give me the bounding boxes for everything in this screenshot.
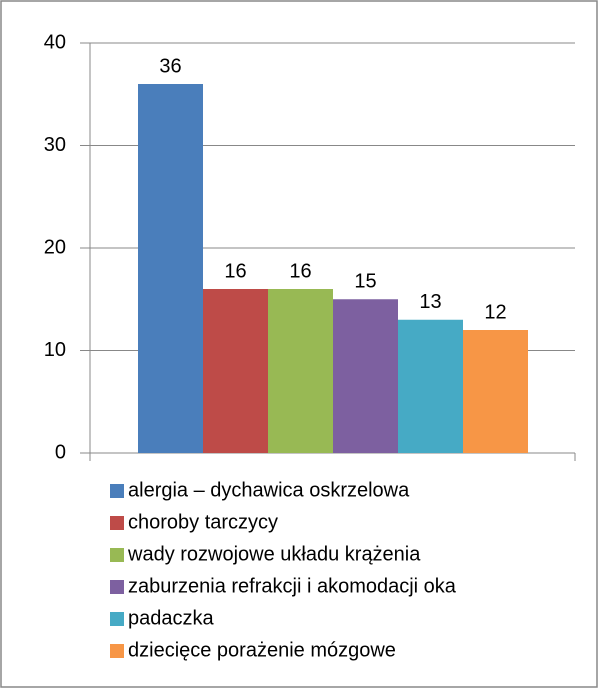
legend-label: padaczka <box>128 607 214 629</box>
bar <box>333 299 398 453</box>
y-tick-label: 40 <box>44 31 66 53</box>
legend-swatch <box>110 516 124 530</box>
legend-label: dziecięce porażenie mózgowe <box>128 639 396 661</box>
bar <box>398 319 463 453</box>
legend-swatch <box>110 548 124 562</box>
legend-label: alergia – dychawica oskrzelowa <box>128 479 410 501</box>
data-label: 16 <box>224 260 246 282</box>
y-tick-label: 0 <box>55 441 66 463</box>
legend-label: choroby tarczycy <box>128 511 278 533</box>
legend-label: zaburzenia refrakcji i akomodacji oka <box>128 575 457 597</box>
legend-swatch <box>110 612 124 626</box>
y-tick-label: 10 <box>44 339 66 361</box>
data-label: 13 <box>419 291 441 313</box>
legend-label: wady rozwojowe układu krążenia <box>127 543 421 565</box>
legend-swatch <box>110 580 124 594</box>
data-label: 15 <box>354 271 376 293</box>
data-label: 12 <box>484 301 506 323</box>
bar <box>138 84 203 453</box>
y-tick-label: 30 <box>44 134 66 156</box>
bar <box>268 289 333 453</box>
data-label: 16 <box>289 260 311 282</box>
data-label: 36 <box>159 55 181 77</box>
bar <box>463 330 528 453</box>
legend-swatch <box>110 484 124 498</box>
legend-swatch <box>110 644 124 658</box>
y-tick-label: 20 <box>44 236 66 258</box>
bar <box>203 289 268 453</box>
